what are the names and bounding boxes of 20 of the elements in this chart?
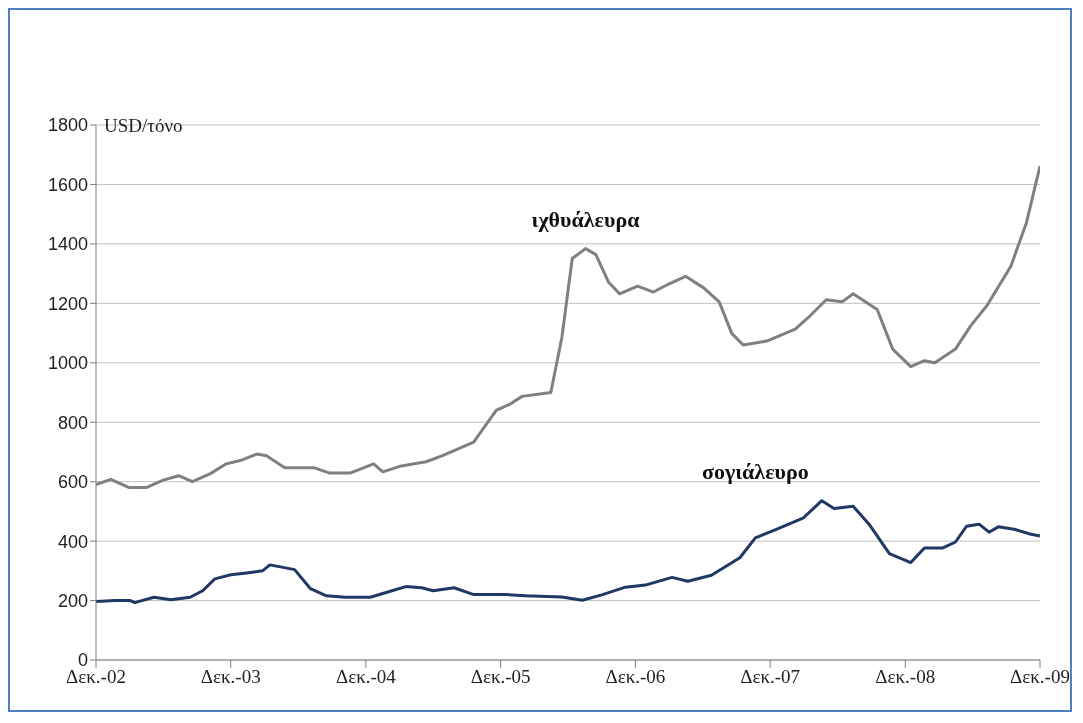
y-tick-label: 400 [57, 531, 88, 552]
x-tick-label: Δεκ.-08 [875, 666, 936, 688]
y-tick-label: 1000 [47, 353, 88, 374]
series-label: σογιάλευρο [701, 458, 809, 484]
y-tick-label: 1400 [47, 234, 88, 255]
y-tick-label: 1600 [47, 174, 88, 195]
x-tick-label: Δεκ.-07 [740, 666, 801, 688]
y-tick-label: 600 [57, 472, 88, 493]
y-tick-label: 200 [57, 590, 88, 611]
y-tick-label: 800 [57, 412, 88, 433]
line-series [96, 499, 1040, 605]
x-tick-label: Δεκ.-05 [470, 666, 531, 688]
series-label: ιχθυάλευρα [531, 206, 641, 232]
y-tick-label: 1800 [47, 115, 88, 136]
y-axis-title: USD/τόνο [104, 114, 183, 136]
y-tick-label: 1200 [47, 293, 88, 314]
x-tick-label: Δεκ.-03 [200, 666, 261, 688]
x-tick-label: Δεκ.-06 [605, 666, 666, 688]
x-tick-label: Δεκ.-09 [1010, 666, 1070, 688]
x-tick-label: Δεκ.-04 [335, 666, 397, 688]
